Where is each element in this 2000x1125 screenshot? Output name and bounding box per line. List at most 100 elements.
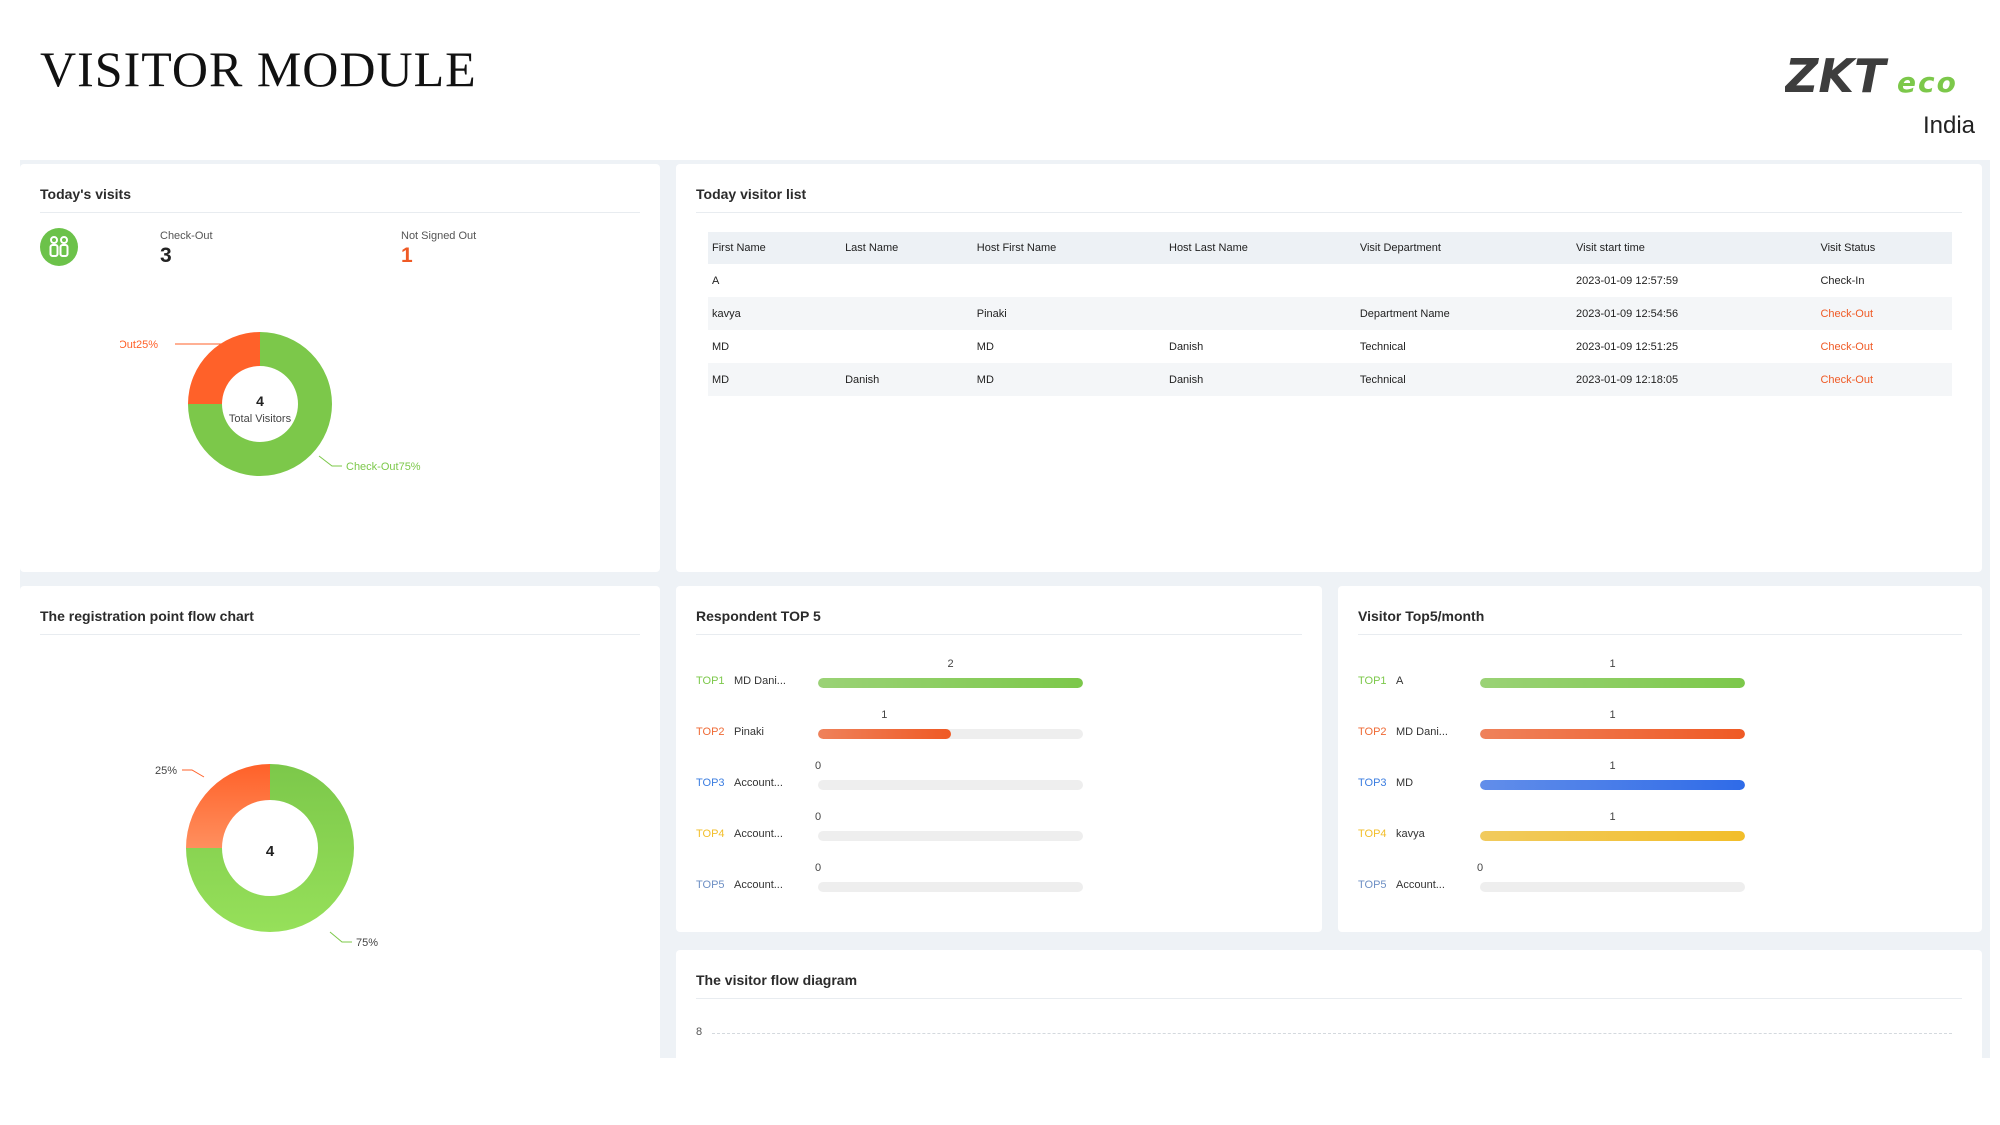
- rank-name: MD: [1396, 777, 1414, 789]
- rank-bar-track: [1480, 780, 1745, 790]
- divider: [696, 998, 1962, 999]
- rank-bar-track: [1480, 831, 1745, 841]
- rank-bar-track: [818, 780, 1083, 790]
- rank-count: 0: [815, 811, 822, 823]
- column-header[interactable]: Host Last Name: [1165, 232, 1356, 264]
- rank-bar-fill: [1480, 831, 1745, 841]
- rank-tag: TOP1: [1358, 675, 1387, 687]
- rank-row[interactable]: TOP1 MD Dani... 2: [696, 658, 1126, 692]
- rank-tag: TOP3: [1358, 777, 1387, 789]
- rank-tag: TOP4: [696, 828, 725, 840]
- rank-bar-track: [818, 882, 1083, 892]
- table-cell: [841, 297, 973, 330]
- table-cell: Danish: [1169, 340, 1204, 353]
- table-cell: [1165, 297, 1356, 330]
- column-header[interactable]: Visit Status: [1816, 232, 1952, 264]
- table-cell: MD: [708, 363, 842, 396]
- respondent-top5-title: Respondent TOP 5: [696, 608, 821, 624]
- table-cell: MD: [972, 363, 1165, 396]
- rank-tag: TOP4: [1358, 828, 1387, 840]
- rank-name: A: [1396, 675, 1404, 687]
- donut-slices: [188, 332, 332, 476]
- zkteco-logo: ZKT eco India: [1783, 49, 1975, 140]
- rank-row[interactable]: TOP4 kavya 1: [1358, 811, 1788, 845]
- rank-count: 1: [1609, 709, 1616, 721]
- rank-name: MD Dani...: [1396, 726, 1448, 738]
- rank-name: Account...: [1396, 879, 1445, 891]
- rank-count: 0: [815, 862, 822, 874]
- visitor-flow-title: The visitor flow diagram: [696, 972, 858, 988]
- column-header[interactable]: Host First Name: [972, 232, 1165, 264]
- table-row[interactable]: A 2023-01-09 12:57:59 Check-In: [708, 264, 1952, 297]
- small-slice[interactable]: [186, 764, 270, 848]
- table-header-row: First Name Last Name Host First Name Host L…: [708, 232, 1952, 264]
- rank-name: Account...: [734, 879, 783, 891]
- table-cell: MD: [976, 340, 994, 353]
- table-cell: 2023-01-09 12:54:56: [1572, 297, 1817, 330]
- table-cell: Danish: [1165, 363, 1356, 396]
- rank-row[interactable]: TOP2 MD Dani... 1: [1358, 709, 1788, 743]
- donut-center-label: Total Visitors: [229, 413, 292, 425]
- rank-count: 0: [815, 760, 822, 772]
- todays-visits-card: Today's visits Check-Out 3 Not Signed Ou…: [20, 164, 660, 572]
- table-row[interactable]: MD MD Danish Technical 2023-01-09 12:51:25 Ch…: [708, 330, 1952, 363]
- column-header[interactable]: Last Name: [841, 232, 973, 264]
- rank-row[interactable]: TOP2 Pinaki 1: [696, 709, 1126, 743]
- page-title: VISITOR MODULE: [40, 41, 477, 97]
- rank-name: Pinaki: [734, 726, 764, 738]
- not-signed-out-pct-label: Not Signed Out25%: [120, 339, 158, 351]
- table-row[interactable]: MD Danish MD Danish Technical 2023-01-09 12:1…: [708, 363, 1952, 396]
- rank-count: 1: [1609, 658, 1616, 670]
- rank-name: Account...: [734, 777, 783, 789]
- table-cell: Check-Out: [1816, 363, 1952, 396]
- divider: [696, 634, 1302, 635]
- checkout-slice[interactable]: [188, 332, 332, 476]
- table-cell: 2023-01-09 12:51:25: [1576, 340, 1679, 353]
- checkout-pct-label: Check-Out75%: [346, 461, 421, 473]
- rank-row[interactable]: TOP3 MD 1: [1358, 760, 1788, 794]
- rank-row[interactable]: TOP1 A 1: [1358, 658, 1788, 692]
- column-header[interactable]: First Name: [708, 232, 842, 264]
- table-cell: Technical: [1355, 363, 1573, 396]
- registration-flow-card: The registration point flow chart 25% 75…: [20, 586, 660, 1058]
- visitor-top5-month-title: Visitor Top5/month: [1358, 608, 1485, 624]
- table-cell: Pinaki: [972, 297, 1165, 330]
- visitor-table: First Name Last Name Host First Name Host L…: [708, 232, 1952, 396]
- y-axis-tick: 8: [696, 1026, 703, 1038]
- visitor-flow-card: The visitor flow diagram 8: [676, 950, 1982, 1058]
- small-slice-leader: [182, 769, 205, 778]
- rank-count: 2: [947, 658, 954, 670]
- table-cell: [841, 330, 973, 363]
- rank-bar-fill: [1480, 678, 1745, 688]
- table-cell: [1165, 264, 1356, 297]
- rank-row[interactable]: TOP5 Account... 0: [1358, 862, 1788, 896]
- rank-row[interactable]: TOP3 Account... 0: [696, 760, 1126, 794]
- rank-count: 0: [1477, 862, 1484, 874]
- visitor-list-title: Today visitor list: [696, 186, 807, 202]
- rank-row[interactable]: TOP4 Account... 0: [696, 811, 1126, 845]
- rank-tag: TOP1: [696, 675, 725, 687]
- rank-row[interactable]: TOP5 Account... 0: [696, 862, 1126, 896]
- rank-count: 1: [881, 709, 888, 721]
- rank-bar-fill: [1480, 780, 1745, 790]
- large-slice[interactable]: [186, 764, 354, 932]
- donut-slices: [186, 764, 354, 932]
- not-signed-out-slice[interactable]: [188, 332, 260, 404]
- column-header[interactable]: Visit Department: [1355, 232, 1573, 264]
- rank-bar-fill: [818, 678, 1083, 688]
- visitor-top5-month-card: Visitor Top5/month TOP1 A 1 TOP2 MD Dani... 1…: [1338, 586, 1982, 932]
- table-cell: [973, 264, 1165, 297]
- rank-tag: TOP3: [696, 777, 725, 789]
- rank-tag: TOP2: [1358, 726, 1387, 738]
- table-cell: Check-Out: [1820, 340, 1874, 353]
- table-row[interactable]: kavya Pinaki Department Name 2023-01-09 12:…: [708, 297, 1952, 330]
- dashboard: Today's visits Check-Out 3 Not Signed Ou…: [20, 160, 1990, 1058]
- table-cell: A: [712, 274, 720, 287]
- table-cell: 2023-01-09 12:57:59: [1576, 274, 1679, 287]
- column-header[interactable]: Visit start time: [1572, 232, 1817, 264]
- todays-visits-donut: Not Signed Out25% Check-Out75% 4 Total V…: [120, 332, 421, 476]
- rank-count: 1: [1609, 811, 1616, 823]
- visitor-list-card: Today visitor list First Name Last Name Ho…: [676, 164, 1982, 572]
- rank-bar-track: [1480, 729, 1745, 739]
- respondent-top5-card: Respondent TOP 5 TOP1 MD Dani... 2 TOP2 Pina…: [676, 586, 1322, 932]
